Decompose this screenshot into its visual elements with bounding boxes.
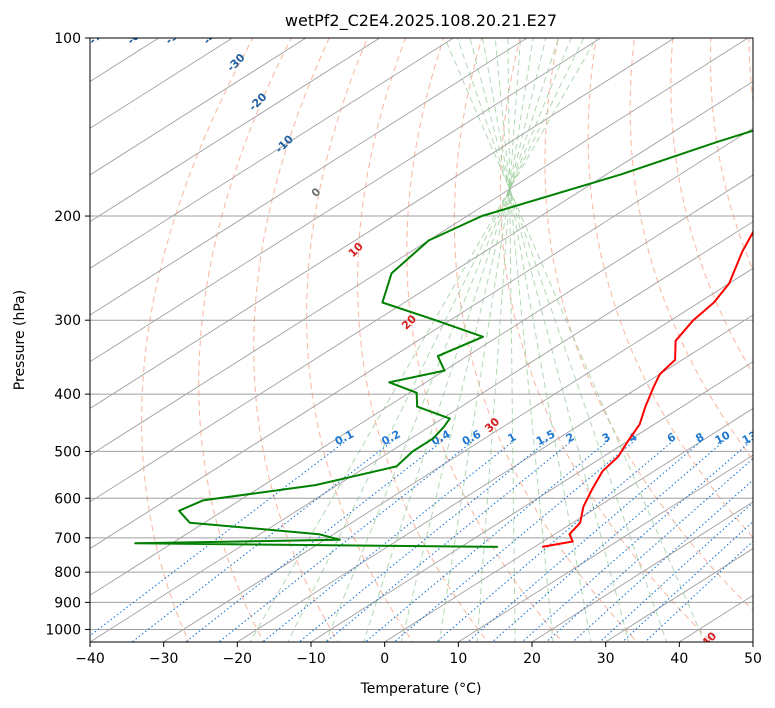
dry-adiabat xyxy=(141,38,254,642)
isotherm xyxy=(90,38,749,456)
mixing-ratio-line xyxy=(599,501,753,642)
x-tick-label: −40 xyxy=(75,651,105,667)
mixing-ratio-label: 10 xyxy=(713,428,733,447)
dry-adiabat-label: -50 xyxy=(163,24,186,47)
dry-adiabat-label: -70 xyxy=(86,24,109,47)
moist-adiabat xyxy=(482,38,592,642)
moist-adiabat xyxy=(438,38,534,642)
dewpoint-line xyxy=(134,129,753,548)
moist-adiabat xyxy=(444,38,706,642)
moist-adiabat xyxy=(476,38,521,642)
isotherm xyxy=(90,38,602,363)
mixing-ratio-line xyxy=(572,479,753,642)
y-tick-label: 500 xyxy=(54,444,81,460)
y-tick-label: 300 xyxy=(54,313,81,329)
isotherm xyxy=(90,38,528,316)
plot-frame xyxy=(89,37,754,643)
moist-adiabat xyxy=(469,38,630,642)
dry-adiabat xyxy=(544,38,753,612)
mixing-ratio-line xyxy=(298,440,548,642)
dry-adiabat xyxy=(198,38,292,642)
isotherm xyxy=(90,80,753,503)
data-series xyxy=(134,129,753,548)
dry-adiabat xyxy=(306,38,414,642)
mixing-ratio-line xyxy=(261,440,514,642)
dry-adiabat xyxy=(587,38,753,539)
dry-adiabat xyxy=(709,38,753,272)
dry-adiabat xyxy=(453,38,638,642)
moist-adiabat xyxy=(249,38,597,642)
dry-adiabat-label: -60 xyxy=(124,24,147,47)
y-tick-label: 1000 xyxy=(45,622,81,638)
isotherm xyxy=(90,38,381,223)
x-tick-label: −30 xyxy=(149,651,179,667)
isotherm xyxy=(162,267,753,642)
y-axis: 100 200 300 400 500 600 700 800 900 1000 xyxy=(45,31,90,638)
x-tick-label: 40 xyxy=(670,651,688,667)
isotherm xyxy=(90,38,307,176)
moist-adiabat xyxy=(325,38,572,642)
mixing-ratio-line xyxy=(621,520,753,642)
moist-adiabat xyxy=(507,38,516,642)
y-tick-label: 800 xyxy=(54,565,81,581)
moist-adiabat xyxy=(456,38,668,642)
isotherm xyxy=(457,454,753,642)
mixing-ratio-line xyxy=(545,457,753,642)
y-tick-label: 700 xyxy=(54,531,81,547)
dry-adiabat xyxy=(357,38,489,642)
x-tick-label: −10 xyxy=(296,651,326,667)
y-tick-label: 200 xyxy=(54,209,81,225)
isotherm xyxy=(90,174,753,596)
x-tick-label: 10 xyxy=(449,651,467,667)
moist-adiabat xyxy=(494,38,554,642)
dry-adiabat xyxy=(499,38,713,642)
isotherm xyxy=(90,127,753,550)
chart-title: wetPf2_C2E4.2025.108.20.21.E27 xyxy=(285,11,557,31)
y-tick-label: 900 xyxy=(54,595,81,611)
mixing-ratio-label: 13 xyxy=(740,429,760,448)
dry-adiabat-label: -40 xyxy=(201,24,224,47)
mixing-ratio-line xyxy=(90,440,347,637)
isotherm xyxy=(531,501,753,642)
dry-adiabat xyxy=(253,38,339,642)
mixing-ratio-line xyxy=(184,440,443,642)
x-axis: −40 −30 −20 −10 0 10 20 30 40 50 xyxy=(75,642,762,667)
mixing-ratio-line xyxy=(521,440,752,642)
isotherm xyxy=(90,221,753,642)
x-tick-label: 0 xyxy=(380,651,389,667)
y-tick-label: 600 xyxy=(54,491,81,507)
temperature-line xyxy=(541,230,753,548)
y-axis-label: Pressure (hPa) xyxy=(12,290,28,390)
x-tick-label: 20 xyxy=(523,651,541,667)
y-tick-label: 100 xyxy=(54,31,81,47)
x-tick-label: 30 xyxy=(597,651,615,667)
isotherm xyxy=(90,38,676,409)
mixing-ratio-line xyxy=(393,440,635,642)
x-tick-label: −20 xyxy=(223,651,253,667)
isotherm xyxy=(383,407,753,642)
isotherm xyxy=(90,38,455,269)
x-tick-label: 50 xyxy=(744,651,762,667)
isotherm xyxy=(90,38,234,129)
mixing-ratio-line xyxy=(218,440,474,642)
dry-adiabat xyxy=(670,38,753,375)
y-tick-label: 400 xyxy=(54,387,81,403)
x-axis-label: Temperature (°C) xyxy=(360,681,482,697)
